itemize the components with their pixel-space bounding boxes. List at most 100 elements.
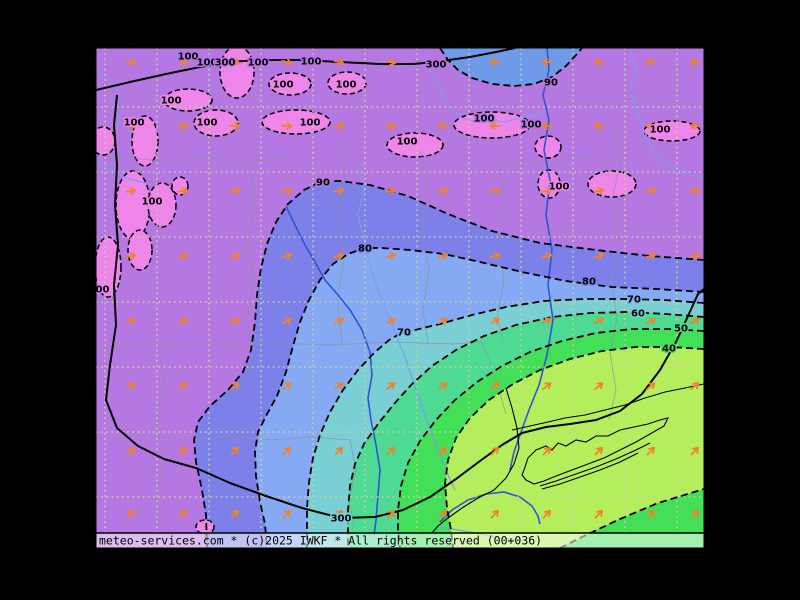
wind-arrow bbox=[334, 446, 344, 456]
wind-arrow bbox=[542, 446, 552, 456]
rh-100-blob bbox=[127, 229, 153, 271]
wind-arrow bbox=[645, 317, 656, 325]
wind-arrow bbox=[437, 122, 449, 130]
wind-arrow bbox=[281, 317, 292, 325]
contour-label: 50 bbox=[674, 324, 688, 335]
wind-arrow bbox=[645, 187, 657, 195]
wind-arrow bbox=[489, 122, 501, 130]
height-contour-300 bbox=[105, 94, 704, 519]
wind-arrow bbox=[690, 446, 700, 456]
admin-border-line bbox=[481, 341, 507, 415]
wind-arrow bbox=[689, 58, 701, 66]
contour-label: 70 bbox=[627, 295, 641, 306]
coastline bbox=[511, 383, 704, 431]
river-dark bbox=[509, 48, 554, 471]
wind-arrow bbox=[229, 122, 241, 130]
wind-arrow bbox=[437, 187, 449, 195]
wind-arrow bbox=[689, 252, 701, 260]
wind-arrows bbox=[125, 58, 701, 519]
wind-arrow bbox=[333, 317, 344, 325]
admin-border-line bbox=[608, 119, 622, 421]
rh-100-blob bbox=[193, 109, 239, 137]
wind-arrow bbox=[178, 509, 187, 519]
height-contour-300 bbox=[96, 48, 516, 91]
contour-label: 300 bbox=[215, 58, 236, 69]
caption-overlay bbox=[96, 533, 704, 548]
contour-label: 100 bbox=[336, 80, 357, 91]
wind-arrow bbox=[437, 252, 449, 260]
river-dark bbox=[285, 205, 381, 536]
wind-arrow bbox=[437, 317, 448, 325]
wind-arrow bbox=[594, 446, 604, 456]
height-contour-lines bbox=[96, 48, 704, 519]
contour-label: 90 bbox=[316, 178, 330, 189]
wind-arrow bbox=[593, 317, 604, 325]
wind-arrow bbox=[230, 446, 240, 456]
wind-arrow bbox=[593, 122, 605, 130]
contour-label: 100 bbox=[197, 58, 218, 69]
wind-arrow bbox=[177, 187, 189, 195]
map-frame-border bbox=[95, 47, 705, 549]
wind-arrow bbox=[177, 58, 189, 66]
wind-arrow bbox=[282, 509, 291, 519]
wind-arrow bbox=[594, 509, 603, 519]
wind-arrow bbox=[281, 122, 293, 130]
rh-100-blob bbox=[643, 120, 701, 142]
wind-arrow bbox=[438, 446, 448, 456]
contour-label: 100 bbox=[142, 197, 163, 208]
contour-label: 100 bbox=[549, 182, 570, 193]
wind-arrow bbox=[542, 382, 552, 390]
wind-arrow bbox=[490, 446, 500, 456]
wind-arrow bbox=[690, 509, 699, 519]
humidity-band-fills bbox=[96, 48, 704, 548]
wind-arrow bbox=[489, 252, 501, 260]
coastline bbox=[541, 452, 639, 490]
contour-label: 100 bbox=[197, 118, 218, 129]
wind-arrow bbox=[229, 187, 241, 195]
caption-bar: meteo-services.com * (c)2025 IWKF * All … bbox=[96, 532, 704, 548]
wind-arrow bbox=[490, 382, 500, 390]
humidity-contour bbox=[444, 346, 704, 548]
admin-border-line bbox=[348, 439, 357, 529]
wind-arrow bbox=[689, 187, 701, 195]
rh-100-blob bbox=[268, 72, 312, 96]
wind-arrow bbox=[126, 382, 136, 390]
wind-arrow bbox=[177, 317, 188, 325]
wind-arrow bbox=[178, 446, 188, 456]
rh-100-blob bbox=[131, 115, 159, 167]
wind-arrow bbox=[541, 252, 553, 260]
contour-label: 70 bbox=[397, 328, 411, 339]
dry-pocket-fill bbox=[440, 48, 582, 86]
wind-arrow bbox=[282, 446, 292, 456]
wind-arrow bbox=[438, 382, 448, 390]
rh-100-blob bbox=[195, 519, 215, 535]
coastline bbox=[521, 417, 670, 485]
wind-arrow bbox=[229, 252, 241, 260]
wind-arrow bbox=[126, 446, 136, 456]
contour-label: 100 bbox=[301, 57, 322, 68]
admin-border-line bbox=[559, 227, 704, 235]
wind-arrow bbox=[645, 252, 657, 260]
wind-arrow bbox=[230, 509, 239, 519]
wind-arrow bbox=[689, 122, 701, 130]
wind-arrow bbox=[281, 252, 293, 260]
wind-arrow bbox=[177, 252, 189, 260]
contour-label: 300 bbox=[426, 60, 447, 71]
admin-border-line bbox=[96, 435, 351, 441]
wind-arrow bbox=[646, 509, 655, 519]
admin-border-line bbox=[96, 157, 291, 163]
humidity-contour bbox=[306, 298, 704, 548]
contour-label: 100 bbox=[474, 114, 495, 125]
rh-100-blob bbox=[163, 88, 213, 112]
wind-arrow bbox=[594, 382, 604, 390]
rh-100-blob bbox=[327, 71, 367, 95]
wind-arrow bbox=[177, 122, 189, 130]
rh-100-blob bbox=[534, 135, 562, 159]
wind-arrow bbox=[334, 509, 343, 519]
wind-arrow bbox=[541, 58, 553, 66]
wind-arrow bbox=[593, 187, 605, 195]
contour-label: 300 bbox=[331, 514, 352, 525]
wind-arrow bbox=[689, 317, 700, 325]
wind-arrow bbox=[125, 122, 137, 130]
wind-arrow bbox=[126, 509, 135, 519]
